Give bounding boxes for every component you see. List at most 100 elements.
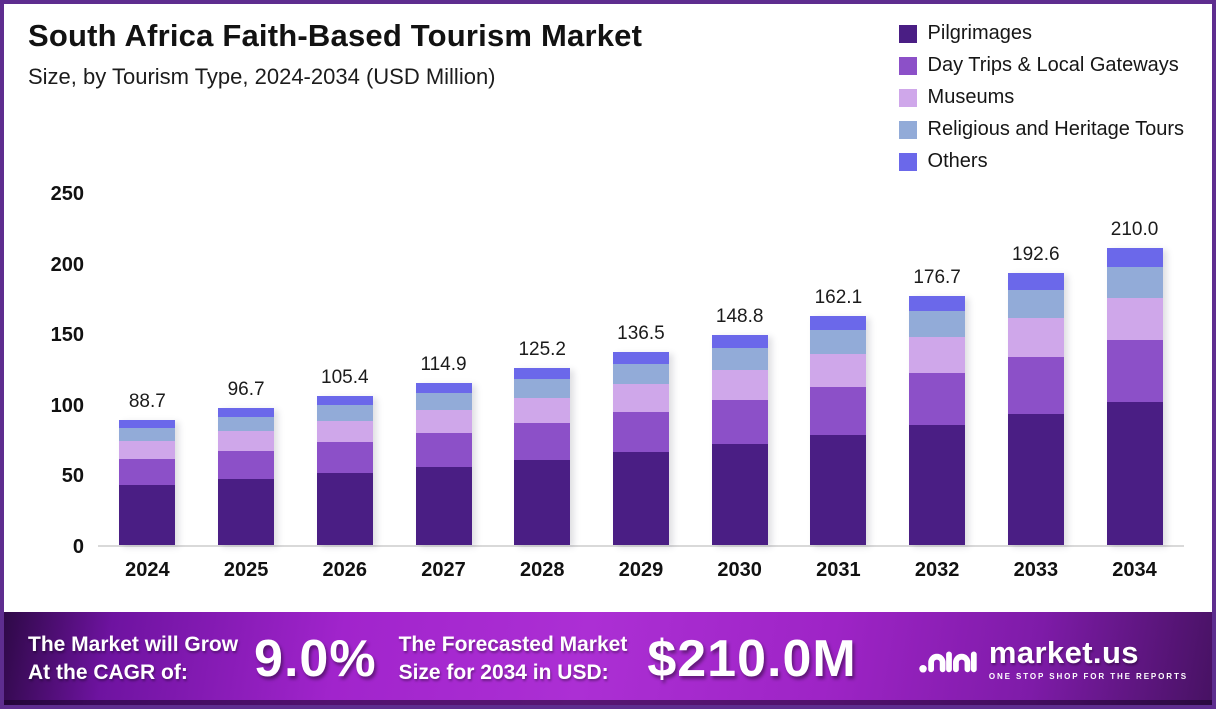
bar-segment [909,373,966,425]
bar-segment [711,347,768,370]
bar-segment [909,311,966,338]
bar-stack [1007,273,1064,545]
y-tick-label: 200 [50,253,84,276]
x-tick-label: 2030 [717,559,762,581]
forecast-label: The Forecasted Market Size for 2034 in U… [399,631,628,686]
bar-value-label: 148.8 [715,305,764,327]
bar-segment [1007,318,1064,358]
header: South Africa Faith-Based Tourism Market … [28,18,642,90]
bar-segment [119,484,176,545]
bar-segment [316,396,373,406]
page-subtitle: Size, by Tourism Type, 2024-2034 (USD Mi… [28,64,496,89]
bar-value-label: 105.4 [321,367,369,389]
bar-segment [415,382,472,393]
legend-item: Others [898,150,1184,173]
bar-segment [810,434,867,545]
y-tick-label: 0 [72,536,84,558]
legend-item: Day Trips & Local Gateways [898,54,1184,77]
bar-segment [218,408,275,417]
x-tick-label: 2032 [914,559,960,581]
bar-segment [415,409,472,434]
legend-swatch [898,56,917,75]
bar-segment [218,431,275,451]
bar-value-label: 176.7 [913,266,961,288]
bar-value-label: 125.2 [518,339,566,361]
legend-label: Religious and Heritage Tours [927,118,1184,140]
bar-segment [1007,357,1064,414]
bar-column: 136.5 [594,194,688,545]
bar-segment [316,405,373,422]
bars: 88.7 96.7 105.4 114.9 125.2 136.5 148.8 162.1 17… [98,194,1184,545]
y-axis: 0 50 100 150 200 250 [34,183,98,558]
legend-swatch [898,88,917,107]
bar-segment [1106,266,1163,299]
page-title: South Africa Faith-Based Tourism Market [28,18,643,53]
x-tick-label: 2027 [421,559,466,581]
legend-swatch [898,120,917,139]
bar-segment [810,354,867,388]
bar-segment [1007,273,1064,290]
forecast-label-line2: Size for 2034 in USD: [398,660,609,684]
bar-segment [514,397,571,423]
x-tick-label: 2031 [816,559,861,581]
y-tick-label: 100 [50,394,84,417]
x-tick-label: 2025 [223,559,269,581]
x-tick-label: 2024 [125,559,170,581]
y-tick-label: 150 [50,324,84,347]
bar-column: 88.7 [100,194,194,545]
bar-segment [218,450,275,480]
bar-segment [612,352,669,365]
bar-value-label: 96.7 [227,379,265,401]
bar-value-label: 88.7 [128,390,166,412]
bar-segment [810,330,867,355]
bar-column: 210.0 [1088,194,1182,545]
logo-tagline: ONE STOP SHOP FOR THE REPORTS [988,671,1188,681]
bar-stack [612,352,669,545]
legend-swatch [898,152,917,171]
banner: The Market will Grow At the CAGR of: 9.0… [4,612,1212,705]
bar-segment [514,423,571,460]
cagr-label-line1: The Market will Grow [28,633,239,657]
x-tick-label: 2033 [1013,559,1059,581]
marketus-logo: market.us ONE STOP SHOP FOR THE REPORTS [919,637,1188,681]
bar-stack [316,396,373,545]
bar-segment [119,419,176,428]
bar-value-label: 192.6 [1012,244,1060,266]
logo-name: market.us [988,634,1139,670]
bar-segment [711,334,768,348]
bar-segment [514,459,571,545]
bar-stack [711,334,768,545]
bar-segment [1007,289,1064,319]
bar-segment [415,433,472,467]
bar-segment [1106,298,1163,341]
bar-segment [1106,248,1163,267]
legend-item: Religious and Heritage Tours [898,118,1184,141]
bar-segment [711,369,768,400]
bar-column: 162.1 [791,194,885,545]
bar-segment [119,458,176,485]
bar-segment [218,479,275,545]
legend: Pilgrimages Day Trips & Local Gateways Mus… [898,22,1184,182]
bar-segment [415,466,472,545]
bar-stack [810,316,867,545]
cagr-value: 9.0% [254,629,377,688]
bar-segment [711,400,768,444]
bar-stack [415,382,472,545]
bar-segment [514,379,571,398]
bar-stack [1106,248,1163,545]
bar-segment [612,384,669,412]
bar-value-label: 210.0 [1110,219,1159,241]
x-tick-label: 2034 [1112,559,1157,581]
forecast-label-line1: The Forecasted Market [398,633,628,657]
legend-label: Museums [927,86,1015,108]
bar-segment [316,442,373,474]
bar-segment [119,427,176,441]
bar-segment [810,387,867,435]
legend-swatch [898,24,917,43]
bar-segment [1106,340,1163,403]
bar-stack [909,295,966,545]
bar-stack [119,419,176,545]
bar-segment [612,452,669,545]
bar-segment [1106,402,1163,545]
legend-label: Pilgrimages [927,22,1033,44]
